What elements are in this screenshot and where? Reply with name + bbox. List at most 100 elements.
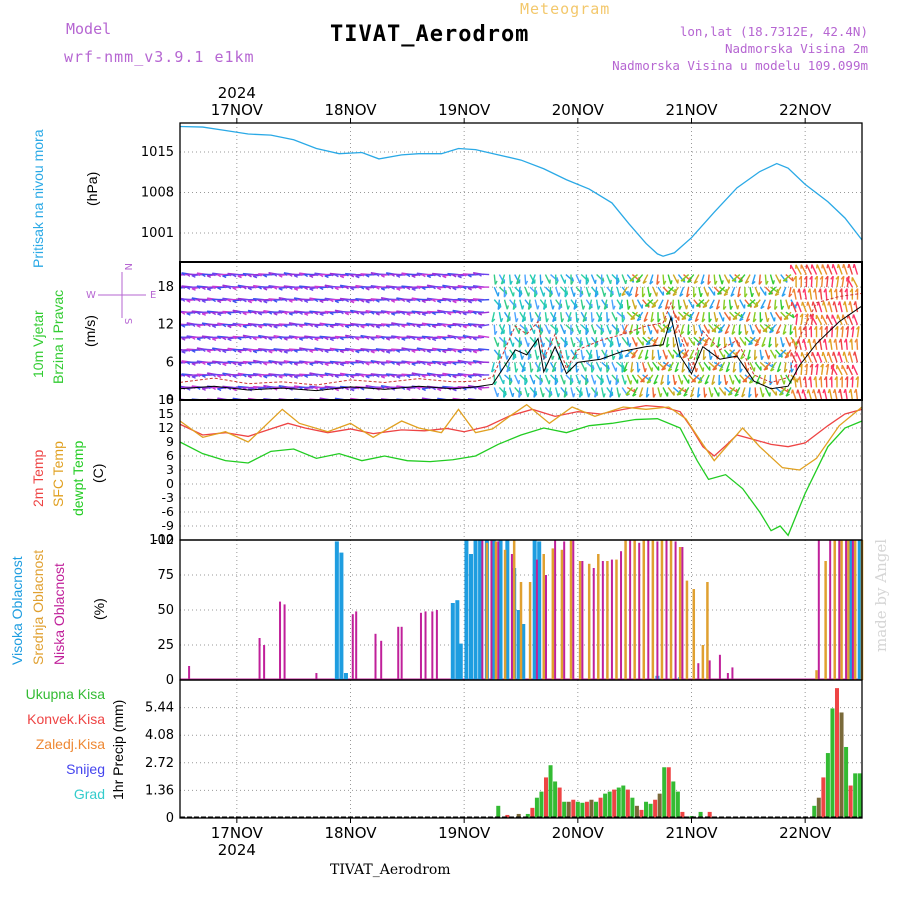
wind-barb-head bbox=[349, 362, 355, 366]
wind-barb bbox=[764, 312, 769, 323]
wind-barb bbox=[406, 386, 418, 390]
wind-barb-head bbox=[629, 279, 634, 282]
cloud-bar-2 bbox=[726, 673, 729, 680]
wind-barb bbox=[835, 288, 838, 300]
wind-barb-head bbox=[521, 318, 526, 323]
wind-barb bbox=[740, 349, 746, 360]
wind-barb bbox=[263, 298, 275, 303]
wind-barb-head bbox=[783, 380, 786, 385]
wind-barb bbox=[493, 286, 499, 297]
wind-barb bbox=[386, 349, 398, 353]
wind-barb-head bbox=[515, 368, 519, 373]
wind-barb bbox=[686, 274, 695, 283]
wind-barb bbox=[616, 311, 626, 320]
wind-barb-head bbox=[426, 363, 432, 367]
wind-barb bbox=[845, 338, 848, 350]
wind-barb bbox=[734, 299, 739, 310]
wind-barb-head bbox=[527, 292, 530, 297]
wind-barb-head bbox=[293, 323, 298, 327]
wind-barb-head bbox=[457, 275, 462, 279]
wind-barb-head bbox=[298, 272, 303, 277]
wind-barb bbox=[707, 274, 710, 285]
wind-barb-head bbox=[309, 323, 314, 328]
cloud-bar-2 bbox=[601, 561, 604, 680]
wind-barb bbox=[645, 387, 649, 398]
wind-barb bbox=[841, 276, 845, 288]
wind-barb-head bbox=[797, 376, 801, 381]
cloud-bar-1 bbox=[840, 540, 843, 680]
wind-barb-head bbox=[782, 342, 785, 348]
wind-barb-head bbox=[274, 401, 278, 403]
cloud-bar-1 bbox=[615, 559, 618, 680]
cloud-bar-1 bbox=[642, 540, 646, 680]
wind-barb-head bbox=[452, 388, 457, 392]
wind-barb bbox=[611, 374, 620, 383]
wind-barb bbox=[712, 361, 720, 371]
compass-w: W bbox=[86, 290, 96, 301]
wind-barb bbox=[201, 386, 214, 390]
wind-barb-head bbox=[344, 299, 349, 303]
wind-barb bbox=[268, 336, 280, 339]
cloud-bar-2 bbox=[510, 554, 513, 680]
wind-barb bbox=[437, 286, 449, 289]
wind-barb-head bbox=[390, 348, 395, 352]
cloud-bar-2 bbox=[419, 612, 422, 680]
wind-barb-head bbox=[196, 347, 201, 352]
wind-barb-head bbox=[370, 350, 375, 354]
wind-barb-head bbox=[609, 330, 612, 335]
wind-barb bbox=[493, 324, 496, 335]
wind-barb bbox=[829, 338, 833, 350]
precip-bar bbox=[548, 765, 553, 818]
wind-barb bbox=[805, 264, 813, 275]
wind-barb-head bbox=[262, 336, 268, 340]
wind-barb bbox=[503, 349, 508, 360]
wind-barb-head bbox=[707, 406, 711, 407]
wind-barb-head bbox=[370, 285, 375, 289]
wind-barb bbox=[544, 286, 553, 295]
wind-barb-head bbox=[293, 297, 298, 302]
wind-barb bbox=[350, 374, 362, 377]
precip-bar bbox=[530, 807, 535, 818]
wind-barb bbox=[731, 274, 741, 282]
wind-barb-head bbox=[436, 287, 442, 291]
wind-barb-head bbox=[742, 380, 747, 383]
wind-barb-head bbox=[349, 323, 354, 327]
wind-barb-head bbox=[790, 368, 794, 373]
wind-barb bbox=[350, 298, 362, 302]
wind-barb-head bbox=[411, 288, 416, 291]
wind-barb-head bbox=[506, 318, 511, 323]
wind-barb bbox=[534, 324, 544, 332]
wind-barb-head bbox=[222, 297, 227, 302]
wind-barb-head bbox=[609, 380, 612, 385]
wind-barb-head bbox=[649, 280, 654, 285]
wind-barb bbox=[531, 274, 536, 285]
wind-barb-head bbox=[457, 373, 462, 377]
wind-barb-head bbox=[561, 318, 565, 323]
wind-barb-head bbox=[752, 330, 755, 335]
wind-barb bbox=[672, 374, 676, 385]
precip-bar bbox=[657, 793, 662, 818]
wind-barb bbox=[656, 274, 659, 285]
precip-bar bbox=[675, 791, 680, 818]
wind-barb-head bbox=[679, 293, 684, 297]
wind-barb bbox=[421, 386, 433, 390]
wind-barb bbox=[688, 399, 690, 400]
wind-barb bbox=[253, 273, 265, 277]
wind-barb-head bbox=[191, 323, 196, 327]
wind-barb-head bbox=[344, 361, 349, 365]
wind-barb-head bbox=[257, 361, 262, 365]
wind-barb-head bbox=[838, 338, 842, 343]
wind-barb-head bbox=[268, 324, 273, 328]
wind-barb-head bbox=[603, 393, 606, 398]
wind-barb-head bbox=[645, 342, 651, 346]
wind-barb-head bbox=[582, 318, 587, 323]
wind-barb-head bbox=[252, 285, 257, 289]
wind-barb bbox=[632, 387, 639, 397]
wind-barb bbox=[518, 387, 521, 398]
wind-barb-head bbox=[365, 323, 370, 327]
wind-barb bbox=[514, 312, 518, 323]
wind-barb-head bbox=[690, 393, 695, 398]
wind-barb bbox=[611, 362, 617, 372]
wind-barb-head bbox=[257, 335, 262, 339]
wind-barb bbox=[667, 274, 672, 285]
